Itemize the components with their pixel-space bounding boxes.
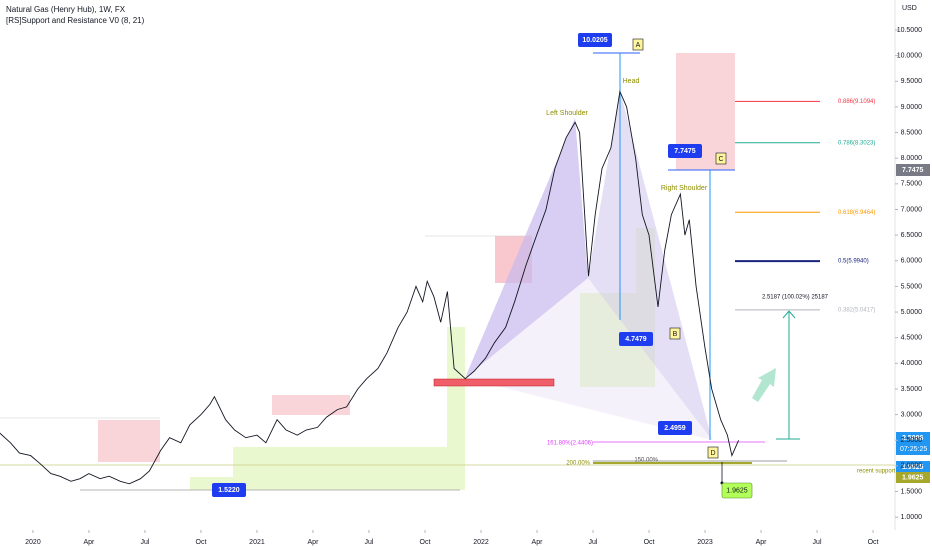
- axis-tag: 7.7475: [902, 167, 924, 174]
- x-tick-label: Oct: [420, 539, 431, 546]
- price-tag: 7.7475: [674, 148, 696, 155]
- y-tick-label: 9.5000: [901, 78, 923, 85]
- chart-title: Natural Gas (Henry Hub), 1W, FX: [6, 5, 126, 14]
- extension-label: 200.00%: [566, 461, 590, 467]
- y-tick-label: 7.5000: [901, 181, 923, 188]
- price-line: [0, 89, 740, 485]
- x-tick-label: Jul: [140, 539, 149, 546]
- fib-label: 0.382(5.0417): [838, 307, 875, 313]
- pattern-label: Right Shoulder: [661, 185, 708, 192]
- y-tick-label: 4.0000: [901, 360, 923, 367]
- y-tick-label: 3.5000: [901, 386, 923, 393]
- extension-label: 150.00%: [634, 458, 658, 464]
- support-label: recent support: [857, 469, 896, 475]
- y-tick-label: 2.0000: [901, 463, 923, 470]
- point-label: D: [710, 450, 715, 457]
- price-tag: 1.5220: [218, 487, 240, 494]
- point-label: C: [718, 156, 723, 163]
- x-tick-label: 2021: [249, 539, 265, 546]
- y-tick-label: 1.0000: [901, 514, 923, 521]
- x-tick-label: Jul: [365, 539, 374, 546]
- x-tick-label: Apr: [756, 539, 768, 546]
- x-tick-label: Apr: [532, 539, 544, 546]
- y-axis-label: USD: [902, 5, 917, 12]
- fib-label: 0.786(8.3023): [838, 140, 875, 146]
- x-tick-label: Apr: [308, 539, 320, 546]
- zones: [0, 0, 896, 530]
- x-tick-label: Oct: [868, 539, 879, 546]
- y-tick-label: 3.0000: [901, 411, 923, 418]
- point-label: A: [636, 42, 641, 49]
- axis-tag: 1.9625: [902, 474, 924, 481]
- y-tick-label: 10.0000: [897, 52, 922, 59]
- x-tick-label: 2020: [25, 539, 41, 546]
- axis-tag: 1.9625: [902, 464, 924, 471]
- price-tag: 2.4959: [664, 425, 686, 432]
- y-tick-label: 2.5000: [901, 437, 923, 444]
- y-tick-label: 8.5000: [901, 129, 923, 136]
- indicator-label: [RS]Support and Resistance V0 (8, 21): [6, 16, 145, 25]
- x-tick-label: 2022: [473, 539, 489, 546]
- price-tag: 4.7479: [625, 336, 647, 343]
- y-tick-label: 10.5000: [897, 27, 922, 34]
- x-tick-label: Oct: [196, 539, 207, 546]
- pattern-label: Left Shoulder: [546, 110, 588, 117]
- y-tick-label: 4.5000: [901, 335, 923, 342]
- axis-tag: 2.5006: [902, 435, 924, 442]
- y-tick-label: 6.0000: [901, 258, 923, 265]
- x-tick-label: Oct: [644, 539, 655, 546]
- x-tick-label: Jul: [813, 539, 822, 546]
- x-tick-label: Jul: [589, 539, 598, 546]
- pattern-label: Head: [623, 78, 640, 85]
- y-tick-label: 6.5000: [901, 232, 923, 239]
- price-tag: 1.9625: [726, 487, 748, 494]
- axis-tag: 07:25:25: [900, 446, 927, 453]
- y-tick-label: 1.5000: [901, 488, 923, 495]
- fib-label: 0.618(6.9464): [838, 210, 875, 216]
- fib-label: 0.886(9.1094): [838, 99, 875, 105]
- measure-label: 2.5187 (100.02%) 25187: [762, 295, 829, 301]
- extension-label: 161.80%(2.4406): [547, 441, 593, 447]
- y-tick-label: 9.0000: [901, 104, 923, 111]
- y-tick-label: 7.0000: [901, 206, 923, 213]
- y-tick-label: 5.0000: [901, 309, 923, 316]
- price-tag: 10.0205: [582, 37, 607, 44]
- y-tick-label: 8.0000: [901, 155, 923, 162]
- x-tick-label: Apr: [83, 539, 95, 546]
- x-tick-label: 2023: [697, 539, 713, 546]
- y-tick-label: 5.5000: [901, 283, 923, 290]
- fib-label: 0.5(5.9940): [838, 259, 869, 265]
- point-label: B: [673, 331, 678, 338]
